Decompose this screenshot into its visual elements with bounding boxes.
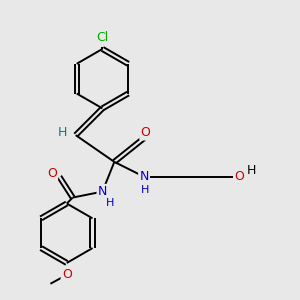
- Text: H: H: [246, 164, 256, 177]
- Text: N: N: [140, 170, 149, 183]
- Text: N: N: [98, 185, 107, 198]
- Text: O: O: [234, 170, 244, 183]
- Text: O: O: [141, 126, 151, 139]
- Text: Cl: Cl: [96, 31, 109, 44]
- Text: H: H: [58, 126, 67, 139]
- Text: O: O: [47, 167, 57, 180]
- Text: H: H: [141, 185, 150, 195]
- Text: H: H: [106, 198, 114, 208]
- Text: O: O: [62, 268, 72, 281]
